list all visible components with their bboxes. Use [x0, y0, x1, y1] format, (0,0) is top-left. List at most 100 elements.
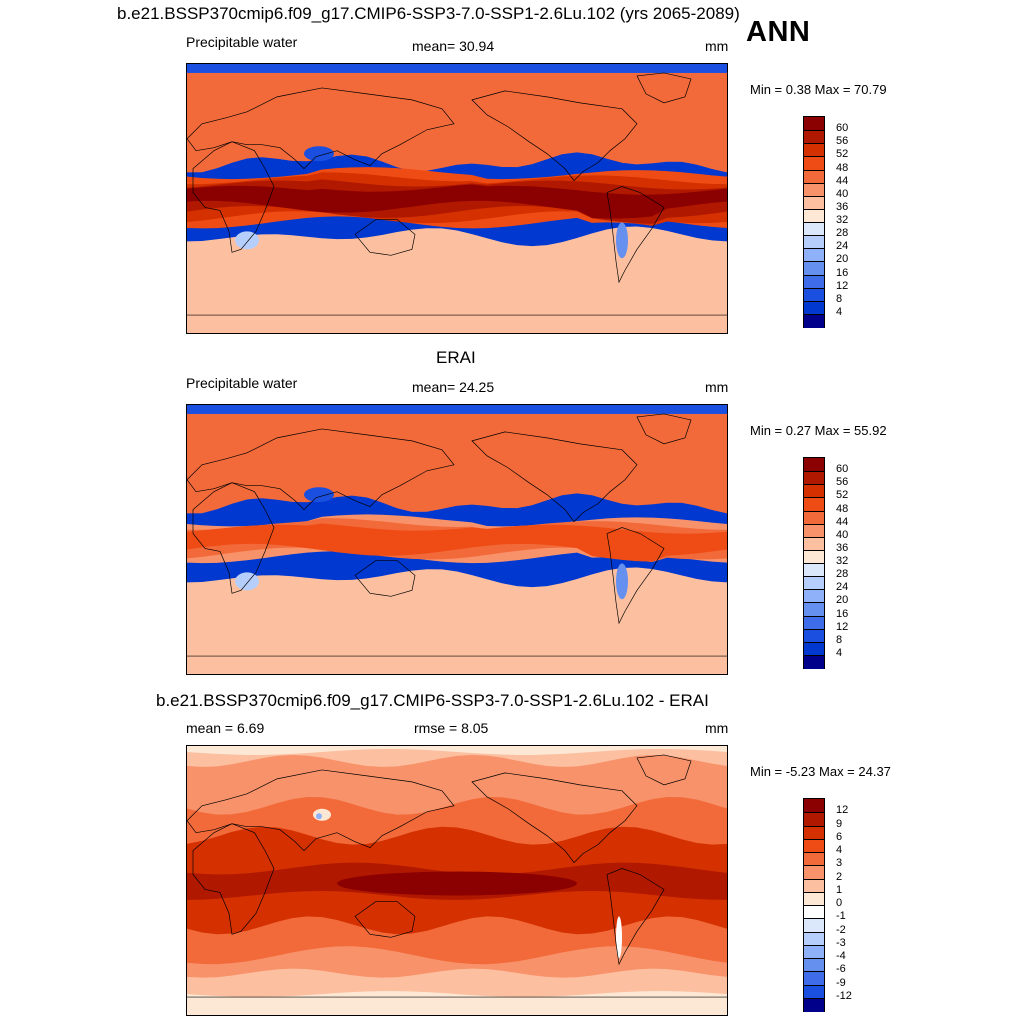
colorbar-segment [804, 523, 824, 538]
colorbar-segment [804, 195, 824, 210]
panel-diff-title: b.e21.BSSP370cmip6.f09_g17.CMIP6-SSP3-7.… [156, 691, 709, 710]
colorbar-tick-label: 32 [836, 555, 849, 567]
colorbar-tick-label: 2 [836, 870, 843, 883]
panel-diff-mean-label: mean = 6.69 [186, 720, 265, 736]
colorbar-segment [804, 654, 824, 669]
colorbar-segment [804, 878, 824, 893]
colorbar-tick-label: 3 [836, 857, 843, 870]
colorbar-tick-label: 24 [836, 581, 849, 594]
panel-diff-minmax-label: Min = -5.23 Max = 24.37 [750, 764, 891, 779]
colorbar-segment [804, 799, 824, 814]
colorbar-tick-label: 4 [836, 844, 843, 856]
colorbar-segment [804, 143, 824, 158]
panel-model-minmax-label: Min = 0.38 Max = 70.79 [750, 82, 887, 97]
colorbar-segment [804, 563, 824, 578]
colorbar-tick-label: 44 [836, 515, 849, 528]
colorbar-segment [804, 156, 824, 171]
colorbar-tick-label: 36 [836, 200, 849, 213]
colorbar-tick-label: 16 [836, 266, 849, 279]
panel-obs-units-label: mm [705, 379, 729, 395]
colorbar-tick-label: 44 [836, 174, 849, 187]
colorbar-tick-label: -2 [836, 923, 846, 936]
colorbar-tick-label: 12 [836, 620, 849, 633]
colorbar-segment [804, 222, 824, 237]
panel-model-mean-label: mean= 30.94 [412, 38, 495, 54]
colorbar-segment [804, 944, 824, 959]
colorbar-segment [804, 549, 824, 564]
panel-obs-map [186, 404, 728, 675]
colorbar-segment [804, 984, 824, 999]
colorbar-tick-label: 48 [836, 502, 849, 515]
colorbar-segment [804, 484, 824, 499]
panel-obs-colorbar [803, 457, 825, 669]
colorbar-segment [804, 589, 824, 604]
colorbar-tick-label: 4 [836, 305, 843, 318]
panel-diff-colorbar [803, 798, 825, 1012]
colorbar-segment [804, 169, 824, 184]
colorbar-segment [804, 248, 824, 263]
colorbar-segment [804, 891, 824, 906]
panel-diff-map [186, 745, 728, 1016]
panel-model-colorbar [803, 116, 825, 328]
colorbar-segment [804, 208, 824, 223]
colorbar-tick-label: 8 [836, 292, 843, 305]
colorbar-tick-label: -1 [836, 910, 846, 923]
colorbar-segment [804, 905, 824, 920]
colorbar-tick-label: 28 [836, 227, 849, 240]
colorbar-tick-label: 9 [836, 817, 843, 830]
colorbar-tick-label: 12 [836, 279, 849, 292]
colorbar-segment [804, 931, 824, 946]
colorbar-segment [804, 865, 824, 880]
colorbar-segment [804, 838, 824, 853]
colorbar-tick-label: 32 [836, 214, 849, 226]
colorbar-tick-label: 56 [836, 476, 849, 489]
colorbar-segment [804, 287, 824, 302]
colorbar-tick-label: -9 [836, 976, 846, 989]
colorbar-segment [804, 918, 824, 933]
colorbar-segment [804, 958, 824, 973]
colorbar-segment [804, 615, 824, 630]
colorbar-tick-label: 20 [836, 253, 849, 266]
colorbar-tick-label: -6 [836, 963, 846, 976]
season-label: ANN [746, 16, 811, 48]
colorbar-segment [804, 812, 824, 827]
colorbar-segment [804, 117, 824, 132]
colorbar-segment [804, 313, 824, 328]
colorbar-tick-label: 0 [836, 897, 843, 909]
colorbar-tick-label: 60 [836, 463, 849, 476]
colorbar-tick-label: 40 [836, 528, 849, 541]
panel-model-units-label: mm [705, 38, 729, 54]
colorbar-tick-label: 20 [836, 594, 849, 607]
colorbar-tick-label: 60 [836, 122, 849, 135]
colorbar-segment [804, 576, 824, 591]
colorbar-segment [804, 235, 824, 250]
panel-obs-variable-label: Precipitable water [186, 375, 298, 391]
colorbar-tick-label: 40 [836, 187, 849, 200]
colorbar-tick-label: 24 [836, 240, 849, 253]
colorbar-tick-label: -4 [836, 950, 846, 962]
colorbar-tick-label: 4 [836, 646, 843, 659]
colorbar-tick-label: 16 [836, 607, 849, 620]
colorbar-tick-label: 8 [836, 633, 843, 646]
colorbar-segment [804, 300, 824, 315]
figure-title: b.e21.BSSP370cmip6.f09_g17.CMIP6-SSP3-7.… [117, 4, 740, 23]
colorbar-tick-label: 28 [836, 568, 849, 581]
colorbar-tick-label: 1 [836, 883, 843, 896]
colorbar-segment [804, 274, 824, 289]
panel-obs-title: ERAI [436, 348, 476, 367]
colorbar-segment [804, 497, 824, 512]
colorbar-tick-label: 12 [836, 804, 849, 817]
colorbar-segment [804, 182, 824, 197]
panel-model-variable-label: Precipitable water [186, 34, 298, 50]
colorbar-tick-label: 36 [836, 541, 849, 554]
panel-diff-units-label: mm [705, 720, 729, 736]
colorbar-segment [804, 130, 824, 145]
colorbar-tick-label: -3 [836, 936, 846, 949]
panel-obs-minmax-label: Min = 0.27 Max = 55.92 [750, 423, 887, 438]
colorbar-segment [804, 971, 824, 986]
colorbar-tick-label: 48 [836, 161, 849, 174]
colorbar-tick-label: 56 [836, 135, 849, 148]
colorbar-segment [804, 602, 824, 617]
colorbar-tick-label: 6 [836, 830, 843, 843]
colorbar-tick-label: -12 [836, 989, 852, 1002]
